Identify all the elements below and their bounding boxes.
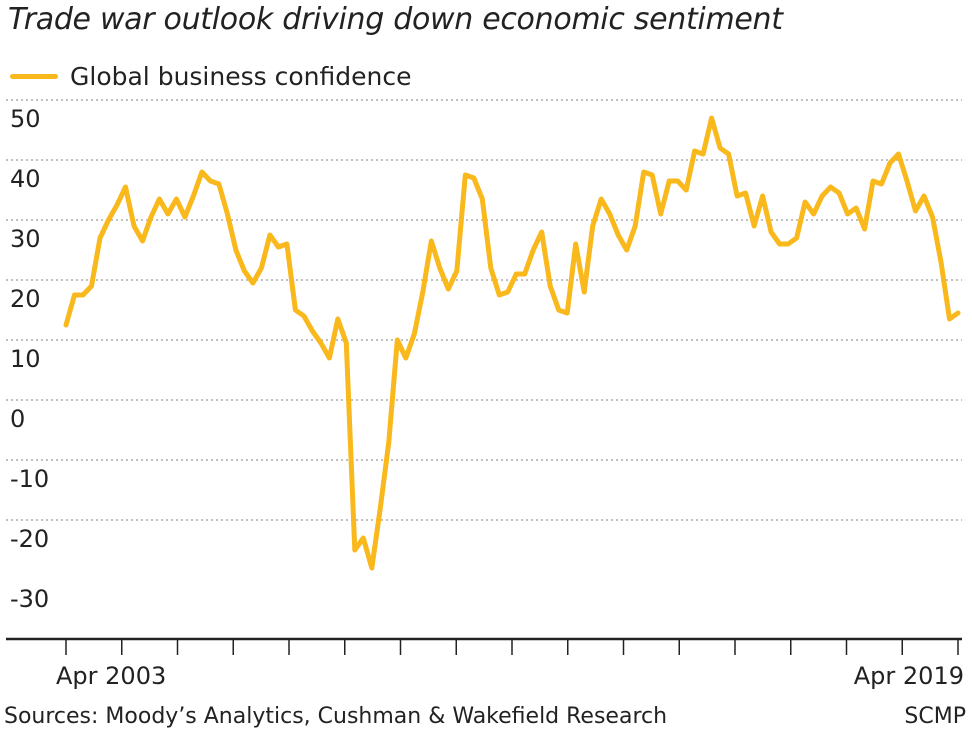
y-tick-label: -10 — [10, 465, 49, 493]
chart-title: Trade war outlook driving down economic … — [8, 2, 783, 37]
y-tick-label: 40 — [10, 165, 41, 193]
x-tick-label-end: Apr 2019 — [854, 662, 964, 690]
y-tick-label: -30 — [10, 585, 49, 613]
y-tick-label: 10 — [10, 345, 41, 373]
publisher-credit: SCMP — [904, 704, 966, 729]
legend-label: Global business confidence — [70, 61, 412, 91]
y-tick-label: 50 — [10, 105, 41, 133]
y-tick-label: 20 — [10, 285, 41, 313]
y-tick-label: 30 — [10, 225, 41, 253]
series-line — [63, 115, 961, 571]
x-tick-label-start: Apr 2003 — [56, 662, 166, 690]
legend-swatch — [10, 73, 58, 79]
y-tick-label: 0 — [10, 405, 25, 433]
legend: Global business confidence — [10, 58, 411, 94]
line-chart: 50 40 30 20 10 0 -10 -20 -30 Apr 2003 Apr 2019 — [6, 99, 964, 690]
y-tick-label: -20 — [10, 525, 49, 553]
source-note: Sources: Moody’s Analytics, Cushman & Wa… — [4, 704, 668, 729]
